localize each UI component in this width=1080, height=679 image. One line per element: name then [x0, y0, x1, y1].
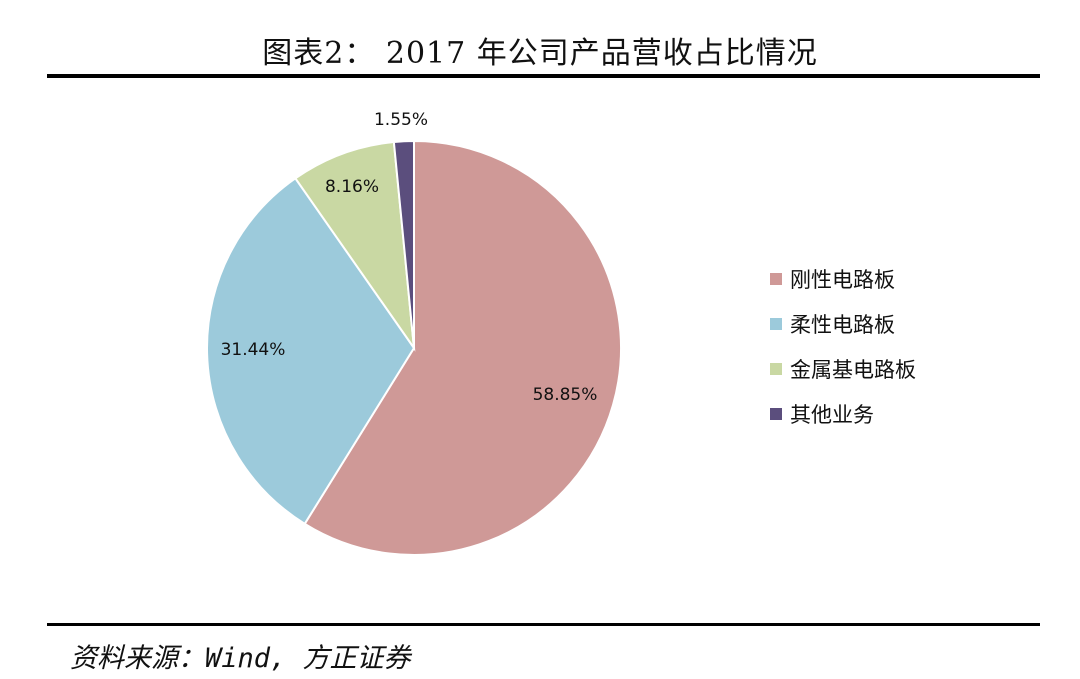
slice-label-1: 58.85% — [533, 385, 598, 405]
legend-label: 金属基电路板 — [790, 357, 916, 382]
pie-slice-1 — [303, 139, 622, 556]
legend-label: 其他业务 — [790, 402, 874, 427]
bottom-rule — [47, 623, 1040, 626]
slice-label-2: 31.44% — [221, 340, 286, 360]
top-rule — [47, 74, 1040, 78]
legend-item-metal-pcb: 金属基电路板 — [770, 346, 916, 391]
pie-slice-2 — [206, 176, 416, 526]
pie-slice-3 — [294, 140, 416, 352]
legend-item-rigid-pcb: 刚性电路板 — [770, 256, 916, 301]
legend-swatch — [770, 272, 782, 285]
chart-title: 图表2： 2017 年公司产品营收占比情况 — [262, 36, 818, 71]
legend-swatch — [770, 407, 782, 420]
source-note: 资料来源：Wind, 方正证券 — [70, 643, 411, 674]
legend-label: 柔性电路板 — [790, 312, 895, 337]
slice-label-3: 8.16% — [325, 177, 379, 197]
legend-label: 刚性电路板 — [790, 267, 895, 292]
legend-item-other: 其他业务 — [770, 391, 916, 436]
pie-slice-4 — [392, 139, 415, 349]
legend-swatch — [770, 317, 782, 330]
legend: 刚性电路板 柔性电路板 金属基电路板 其他业务 — [770, 256, 916, 436]
slice-label-4: 1.55% — [374, 110, 428, 130]
legend-item-flexible-pcb: 柔性电路板 — [770, 301, 916, 346]
legend-swatch — [770, 362, 782, 375]
